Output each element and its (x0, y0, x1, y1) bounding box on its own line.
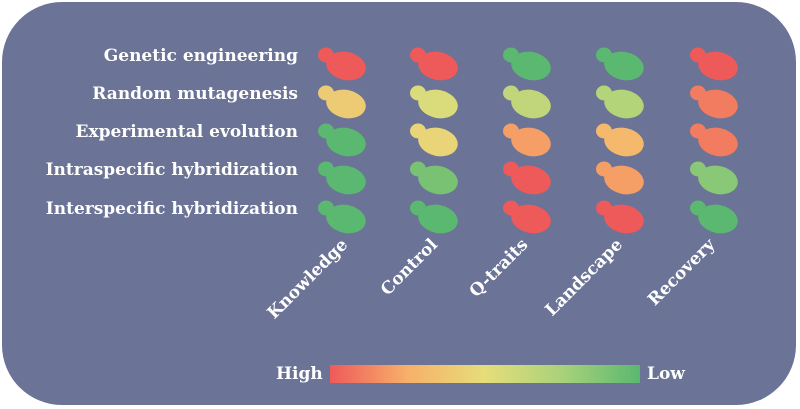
yeast-cell-4-2 (503, 200, 551, 234)
row-label-experimental-evolution: Experimental evolution (75, 122, 298, 142)
row-label-random-mutagenesis: Random mutagenesis (92, 84, 298, 104)
yeast-cell-3-4 (690, 161, 738, 195)
legend-high-label: High (276, 364, 323, 384)
row-label-interspecific-hybridization: Interspecific hybridization (45, 199, 298, 219)
yeast-cell-3-1 (410, 161, 458, 195)
legend-gradient-bar (330, 365, 640, 383)
yeast-cell-1-4 (690, 85, 738, 119)
row-label-intraspecific-hybridization: Intraspecific hybridization (45, 160, 298, 180)
yeast-cell-4-3 (596, 200, 644, 234)
legend-low-label: Low (647, 364, 685, 384)
yeast-cell-2-2 (503, 123, 551, 157)
yeast-cell-2-0 (318, 123, 366, 157)
yeast-cell-1-0 (318, 85, 366, 119)
yeast-cell-4-0 (318, 200, 366, 234)
yeast-cell-4-4 (690, 200, 738, 234)
yeast-cell-1-1 (410, 85, 458, 119)
yeast-cell-4-1 (410, 200, 458, 234)
yeast-cell-2-1 (410, 123, 458, 157)
yeast-cell-0-3 (596, 47, 644, 81)
yeast-cell-0-2 (503, 47, 551, 81)
yeast-cell-2-4 (690, 123, 738, 157)
yeast-cell-0-1 (410, 47, 458, 81)
row-label-genetic-engineering: Genetic engineering (103, 46, 298, 66)
yeast-cell-1-3 (596, 85, 644, 119)
yeast-cell-3-0 (318, 161, 366, 195)
background-panel (2, 2, 796, 405)
yeast-cell-0-0 (318, 47, 366, 81)
yeast-cell-1-2 (503, 85, 551, 119)
yeast-cell-2-3 (596, 123, 644, 157)
yeast-cell-3-2 (503, 161, 551, 195)
yeast-cell-0-4 (690, 47, 738, 81)
yeast-cell-3-3 (596, 161, 644, 195)
